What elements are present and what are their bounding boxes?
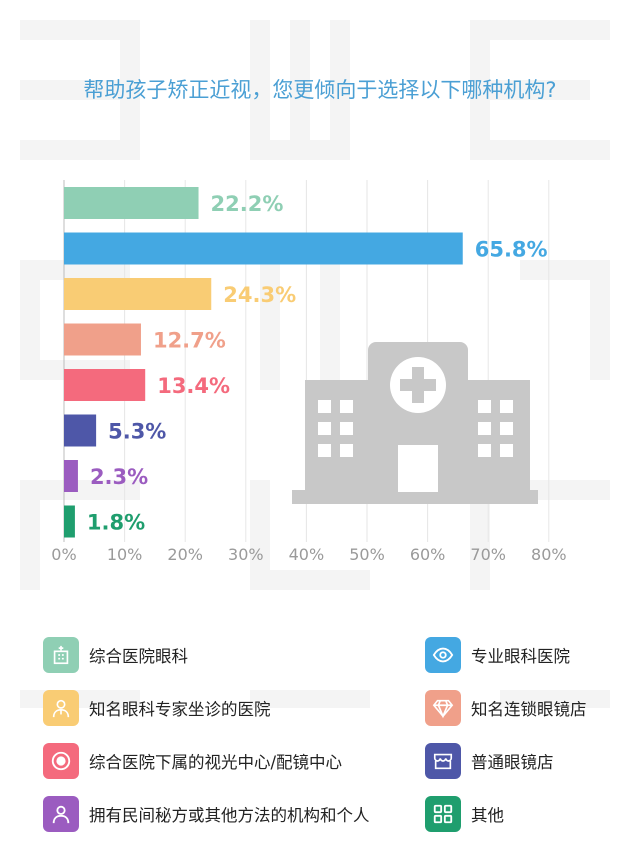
legend-item: 知名连锁眼镜店 [425,690,587,726]
x-tick-label: 40% [289,545,325,564]
legend-label: 综合医院下属的视光中心/配镜中心 [89,753,343,772]
legend-item: 知名眼科专家坐诊的医院 [43,690,271,726]
bar [64,505,75,538]
bar-chart: 22.2% 65.8% 24.3% 12.7% 13.4% 5.3% 2.3% 1.8% 0%… [51,180,567,564]
legend-label: 普通眼镜店 [471,753,554,772]
legend-label: 综合医院眼科 [89,647,188,666]
legend-item: 其他 [425,796,504,832]
x-tick-label: 10% [107,545,143,564]
bar [64,369,146,401]
bar [64,323,141,356]
diamond-icon [425,690,461,726]
bar-value-label: 13.4% [157,374,230,398]
x-tick-label: 80% [531,545,567,564]
bars: 22.2% 65.8% 24.3% 12.7% 13.4% 5.3% 2.3% 1.8% [64,187,548,538]
legend-label: 知名眼科专家坐诊的医院 [89,700,271,719]
bar [64,278,212,310]
bar [64,187,199,219]
legend-item: 综合医院眼科 [43,637,188,673]
legend-item: 综合医院下属的视光中心/配镜中心 [43,743,342,779]
store-icon [425,743,461,779]
legend-label: 其他 [471,806,504,825]
grid-icon [425,796,461,832]
person-icon [43,796,79,832]
x-tick-label: 50% [349,545,385,564]
doctor-icon [43,690,79,726]
bar-value-label: 1.8% [87,511,145,535]
bar-value-label: 24.3% [223,283,296,307]
hospital-building-icon [292,342,538,504]
legend-item: 拥有民间秘方或其他方法的机构和个人 [43,796,370,832]
bar [64,232,463,265]
hospital-icon [43,637,79,673]
bar-value-label: 2.3% [90,465,148,489]
x-tick-label: 20% [167,545,203,564]
legend-label: 拥有民间秘方或其他方法的机构和个人 [89,806,370,825]
bar-value-label: 22.2% [211,192,284,216]
bar [64,414,97,447]
eye-icon [425,637,461,673]
x-tick-label: 60% [410,545,446,564]
bar-value-label: 65.8% [475,238,548,262]
bar-value-label: 12.7% [153,329,226,353]
x-axis-ticks: 0% 10% 20% 30% 40% 50% 60% 70% 80% [51,545,566,564]
bar [64,460,78,492]
chart-title: 帮助孩子矫正近视，您更倾向于选择以下哪种机构? [83,78,557,102]
legend-label: 知名连锁眼镜店 [471,700,587,719]
legend-item: 普通眼镜店 [425,743,554,779]
bar-value-label: 5.3% [108,420,166,444]
target-icon [43,743,79,779]
x-tick-label: 30% [228,545,264,564]
x-tick-label: 0% [51,545,76,564]
legend-label: 专业眼科医院 [471,647,570,666]
x-tick-label: 70% [470,545,506,564]
legend-item: 专业眼科医院 [425,637,570,673]
